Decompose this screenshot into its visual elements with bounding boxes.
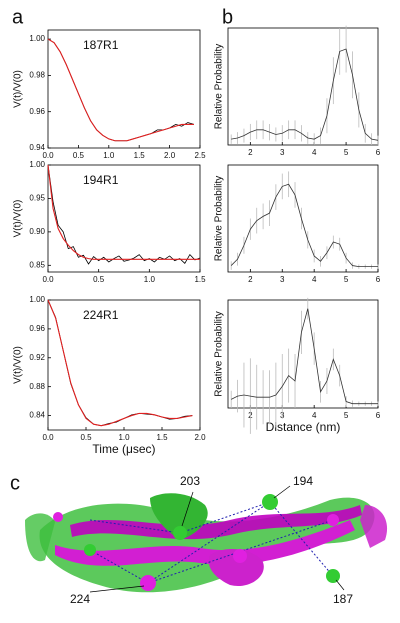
x-tick-label: 1.0 (144, 275, 156, 284)
x-tick-label: 1.5 (134, 151, 146, 160)
y-tick-label: 1.00 (29, 295, 45, 304)
plot-frame (47, 164, 201, 273)
x-tick-label: 0.0 (42, 151, 54, 160)
residue-label: 203 (180, 474, 200, 488)
plot-frame (47, 29, 201, 149)
residue-label: 187 (333, 592, 353, 606)
plot-frame (227, 27, 379, 146)
data-line (47, 299, 193, 427)
x-tick-label: 4 (312, 411, 317, 420)
y-tick-label: 0.85 (29, 260, 45, 269)
y-tick-label: 1.00 (29, 34, 45, 43)
data-line (47, 38, 195, 142)
y-tick-label: 0.96 (29, 107, 45, 116)
x-tick-label: 3 (280, 148, 285, 157)
x-tick-label: 1.0 (118, 433, 130, 442)
y-axis-label: V(t)/V(0) (13, 200, 24, 238)
x-tick-label: 1.5 (156, 433, 168, 442)
chart-label: 187R1 (83, 38, 119, 52)
x-tick-label: 2.0 (164, 151, 176, 160)
y-axis-label: V(t)/V(0) (13, 70, 24, 108)
panel-label: b (222, 6, 233, 28)
data-line (231, 48, 379, 141)
y-tick-label: 0.84 (29, 411, 45, 420)
y-tick-label: 0.88 (29, 382, 45, 391)
y-tick-label: 0.96 (29, 324, 45, 333)
protein-structure (25, 485, 388, 593)
x-tick-label: 5 (344, 148, 349, 157)
data-line (47, 299, 193, 427)
x-tick-label: 1.0 (103, 151, 115, 160)
plot-frame (47, 299, 201, 431)
data-line (47, 38, 194, 142)
x-tick-label: 0.5 (73, 151, 85, 160)
y-tick-label: 0.95 (29, 194, 45, 203)
x-tick-label: 4 (312, 275, 317, 284)
x-tick-label: 5 (344, 411, 349, 420)
x-tick-label: 2 (248, 275, 253, 284)
residue-label: 194 (293, 474, 313, 488)
y-tick-label: 0.90 (29, 227, 45, 236)
y-tick-label: 0.94 (29, 143, 45, 152)
x-tick-label: 6 (376, 411, 381, 420)
y-axis-label: V(t)/V(0) (13, 346, 24, 384)
plot-frame (227, 299, 379, 409)
data-line (47, 164, 201, 265)
y-tick-label: 0.98 (29, 70, 45, 79)
data-line (230, 183, 378, 268)
y-axis-label: Relative Probability (214, 311, 225, 397)
chart-label: 224R1 (83, 308, 119, 322)
x-axis-label: Distance (nm) (266, 420, 341, 434)
panel-label: a (12, 6, 24, 28)
chart-label: 194R1 (83, 173, 119, 187)
panel-label: c (10, 472, 20, 494)
x-tick-label: 0.0 (42, 433, 54, 442)
x-tick-label: 5 (344, 275, 349, 284)
x-tick-label: 3 (280, 275, 285, 284)
residue-label: 224 (70, 592, 90, 606)
x-tick-label: 4 (312, 148, 317, 157)
x-tick-label: 0.5 (93, 275, 105, 284)
x-tick-label: 0.5 (80, 433, 92, 442)
y-tick-label: 0.92 (29, 353, 45, 362)
x-axis-label: Time (μsec) (92, 442, 155, 456)
x-tick-label: 2.0 (194, 433, 206, 442)
data-line (47, 164, 200, 260)
x-tick-label: 6 (376, 275, 381, 284)
y-axis-label: Relative Probability (214, 44, 225, 130)
plot-frame (227, 164, 379, 273)
x-tick-label: 0.0 (42, 275, 54, 284)
x-tick-label: 2.5 (194, 151, 206, 160)
x-tick-label: 6 (376, 148, 381, 157)
data-line (231, 308, 378, 405)
x-tick-label: 2 (248, 148, 253, 157)
y-axis-label: Relative Probability (214, 176, 225, 262)
y-tick-label: 1.00 (29, 160, 45, 169)
x-tick-label: 1.5 (194, 275, 206, 284)
